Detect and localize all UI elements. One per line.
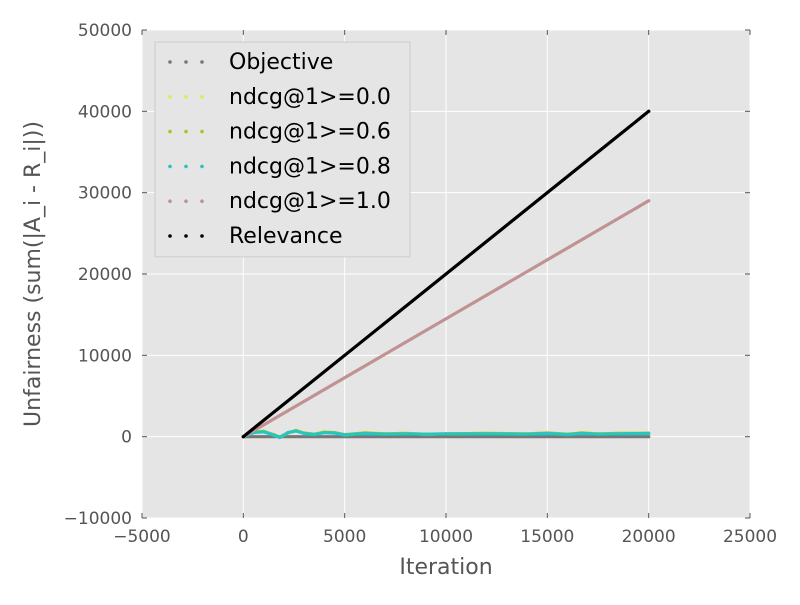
x-tick-label: −5000 [113, 527, 171, 547]
legend-label: ndcg@1>=1.0 [229, 189, 391, 214]
legend-marker [168, 95, 172, 99]
legend-marker [168, 60, 172, 64]
data-point [566, 433, 570, 437]
legend-marker [184, 129, 188, 134]
data-point [647, 109, 651, 113]
legend: Objective ndcg@1>=0.0 ndcg@1>=0.6 ndcg@1>=0… [154, 41, 411, 258]
y-tick-label: 40000 [78, 102, 132, 122]
y-tick-label: 20000 [78, 265, 132, 285]
data-point [484, 432, 489, 436]
data-point [424, 432, 428, 436]
legend-marker [200, 129, 204, 134]
data-point [363, 431, 367, 436]
legend-marker [168, 129, 172, 134]
data-point [545, 431, 549, 436]
y-axis-label: Unfairness (sum(|A_i - R_i|)) [21, 121, 46, 427]
data-point [286, 431, 290, 435]
legend-marker [168, 199, 172, 203]
series-ndcg-1-0-8 [241, 429, 651, 440]
y-tick-label: 30000 [78, 184, 132, 204]
x-tick-label: 15000 [520, 527, 574, 547]
legend-label: ndcg@1>=0.0 [229, 85, 391, 110]
data-point [596, 432, 600, 436]
x-tick-label: 5000 [323, 527, 366, 547]
data-point [383, 432, 387, 436]
legend-label: ndcg@1>=0.6 [229, 120, 391, 145]
data-point [444, 432, 448, 436]
y-tick-label: 10000 [78, 346, 132, 366]
x-tick-label: 25000 [723, 527, 777, 547]
data-point [322, 431, 326, 435]
data-point [616, 432, 620, 436]
data-point [241, 435, 245, 439]
data-point [312, 433, 316, 437]
series-line [241, 199, 651, 439]
legend-marker [168, 234, 172, 238]
axis-layer: −5000 0 5000 10000 15000 20000 25000 −10000 0 100… [21, 21, 777, 580]
legend-marker [184, 95, 188, 99]
legend-marker [184, 60, 188, 64]
legend-item: Relevance [168, 224, 343, 249]
data-point [647, 431, 651, 436]
data-point [262, 430, 266, 434]
legend-item: ndcg@1>=0.0 [168, 85, 391, 110]
data-point [302, 431, 306, 436]
y-tick-label: 50000 [78, 21, 132, 41]
legend-marker [200, 60, 204, 64]
data-point [525, 432, 529, 436]
legend-item: Objective [168, 50, 333, 75]
data-point [332, 431, 337, 435]
legend-marker [184, 234, 188, 238]
legend-label: ndcg@1>=0.8 [229, 154, 391, 179]
legend-marker [184, 164, 188, 169]
data-point [272, 433, 276, 437]
data-point [343, 433, 347, 437]
legend-marker [168, 164, 172, 169]
series-objective [241, 435, 651, 439]
data-point [580, 431, 584, 436]
data-point [647, 435, 651, 439]
data-point [403, 432, 408, 436]
y-tick-label: 0 [121, 428, 132, 448]
legend-marker [200, 199, 204, 203]
x-tick-label: 0 [238, 527, 249, 547]
x-tick-label: 20000 [622, 527, 676, 547]
legend-label: Objective [229, 50, 333, 75]
legend-item: ndcg@1>=0.6 [168, 120, 391, 145]
data-point [278, 435, 282, 440]
legend-marker [184, 199, 188, 203]
x-axis-label: Iteration [399, 555, 492, 580]
y-tick-label: −10000 [64, 509, 132, 529]
legend-item: ndcg@1>=1.0 [168, 189, 391, 214]
legend-label: Relevance [229, 224, 343, 249]
series-line [241, 109, 651, 439]
series-layer [241, 109, 651, 440]
x-tick-label: 10000 [419, 527, 473, 547]
data-point [647, 199, 651, 203]
series-relevance [241, 109, 651, 439]
legend-marker [200, 234, 204, 238]
legend-box [154, 41, 411, 258]
legend-item: ndcg@1>=0.8 [168, 154, 391, 179]
legend-marker [200, 164, 204, 169]
legend-marker [200, 95, 204, 99]
data-point [294, 429, 298, 433]
